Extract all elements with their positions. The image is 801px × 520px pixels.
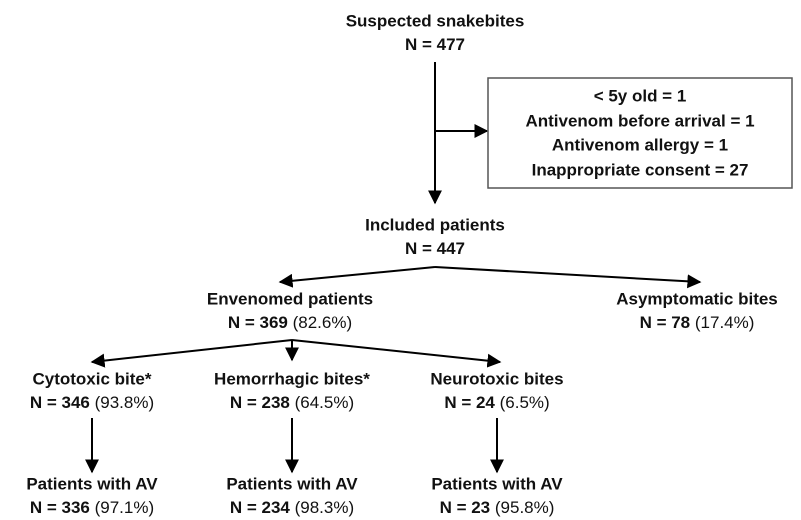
- percent: (93.8%): [95, 393, 155, 412]
- arrow: [278, 266, 436, 288]
- exclusion: Antivenom allergy = 1: [552, 135, 728, 154]
- percent: (82.6%): [293, 313, 353, 332]
- percent: (95.8%): [495, 498, 555, 517]
- node-title: Cytotoxic bite*: [32, 369, 151, 388]
- count: N = 477: [405, 35, 465, 54]
- node-title: Suspected snakebites: [346, 11, 525, 30]
- exclusion: Antivenom before arrival = 1: [525, 111, 754, 130]
- node-title: Patients with AV: [226, 474, 358, 493]
- arrow: [291, 339, 502, 368]
- count: N = 369: [228, 313, 288, 332]
- count: N = 238: [230, 393, 290, 412]
- node-count: N = 369 (82.6%): [228, 313, 352, 332]
- node-title: Included patients: [365, 215, 505, 234]
- node-title: Patients with AV: [431, 474, 563, 493]
- nodes: Suspected snakebites N = 477 Included pati…: [26, 11, 777, 517]
- count: N = 24: [444, 393, 495, 412]
- count: N = 234: [230, 498, 291, 517]
- count: N = 447: [405, 239, 465, 258]
- node-count: N = 24 (6.5%): [444, 393, 549, 412]
- node-title: Asymptomatic bites: [616, 289, 778, 308]
- percent: (64.5%): [295, 393, 355, 412]
- exclusion-box: [487, 77, 793, 189]
- exclusion: Inappropriate consent = 27: [532, 160, 749, 179]
- node-count: N = 346 (93.8%): [30, 393, 154, 412]
- node-count: N = 238 (64.5%): [230, 393, 354, 412]
- node-count: N = 78 (17.4%): [640, 313, 755, 332]
- exclusion: < 5y old = 1: [594, 86, 687, 105]
- node-count: N = 234 (98.3%): [230, 498, 354, 517]
- node-title: Neurotoxic bites: [430, 369, 563, 388]
- percent: (17.4%): [695, 313, 755, 332]
- node-count: N = 336 (97.1%): [30, 498, 154, 517]
- arrow: [434, 266, 702, 289]
- node-count: N = 477: [405, 35, 465, 54]
- node-count: N = 23 (95.8%): [440, 498, 555, 517]
- node-title: Hemorrhagic bites*: [214, 369, 370, 388]
- count: N = 23: [440, 498, 491, 517]
- node-title: Envenomed patients: [207, 289, 373, 308]
- percent: (97.1%): [95, 498, 155, 517]
- percent: (98.3%): [295, 498, 355, 517]
- connectors: [85, 62, 702, 474]
- percent: (6.5%): [500, 393, 550, 412]
- count: N = 346: [30, 393, 90, 412]
- count: N = 336: [30, 498, 90, 517]
- node-count: N = 447: [405, 239, 465, 258]
- arrow: [90, 339, 293, 368]
- count: N = 78: [640, 313, 691, 332]
- node-title: Patients with AV: [26, 474, 158, 493]
